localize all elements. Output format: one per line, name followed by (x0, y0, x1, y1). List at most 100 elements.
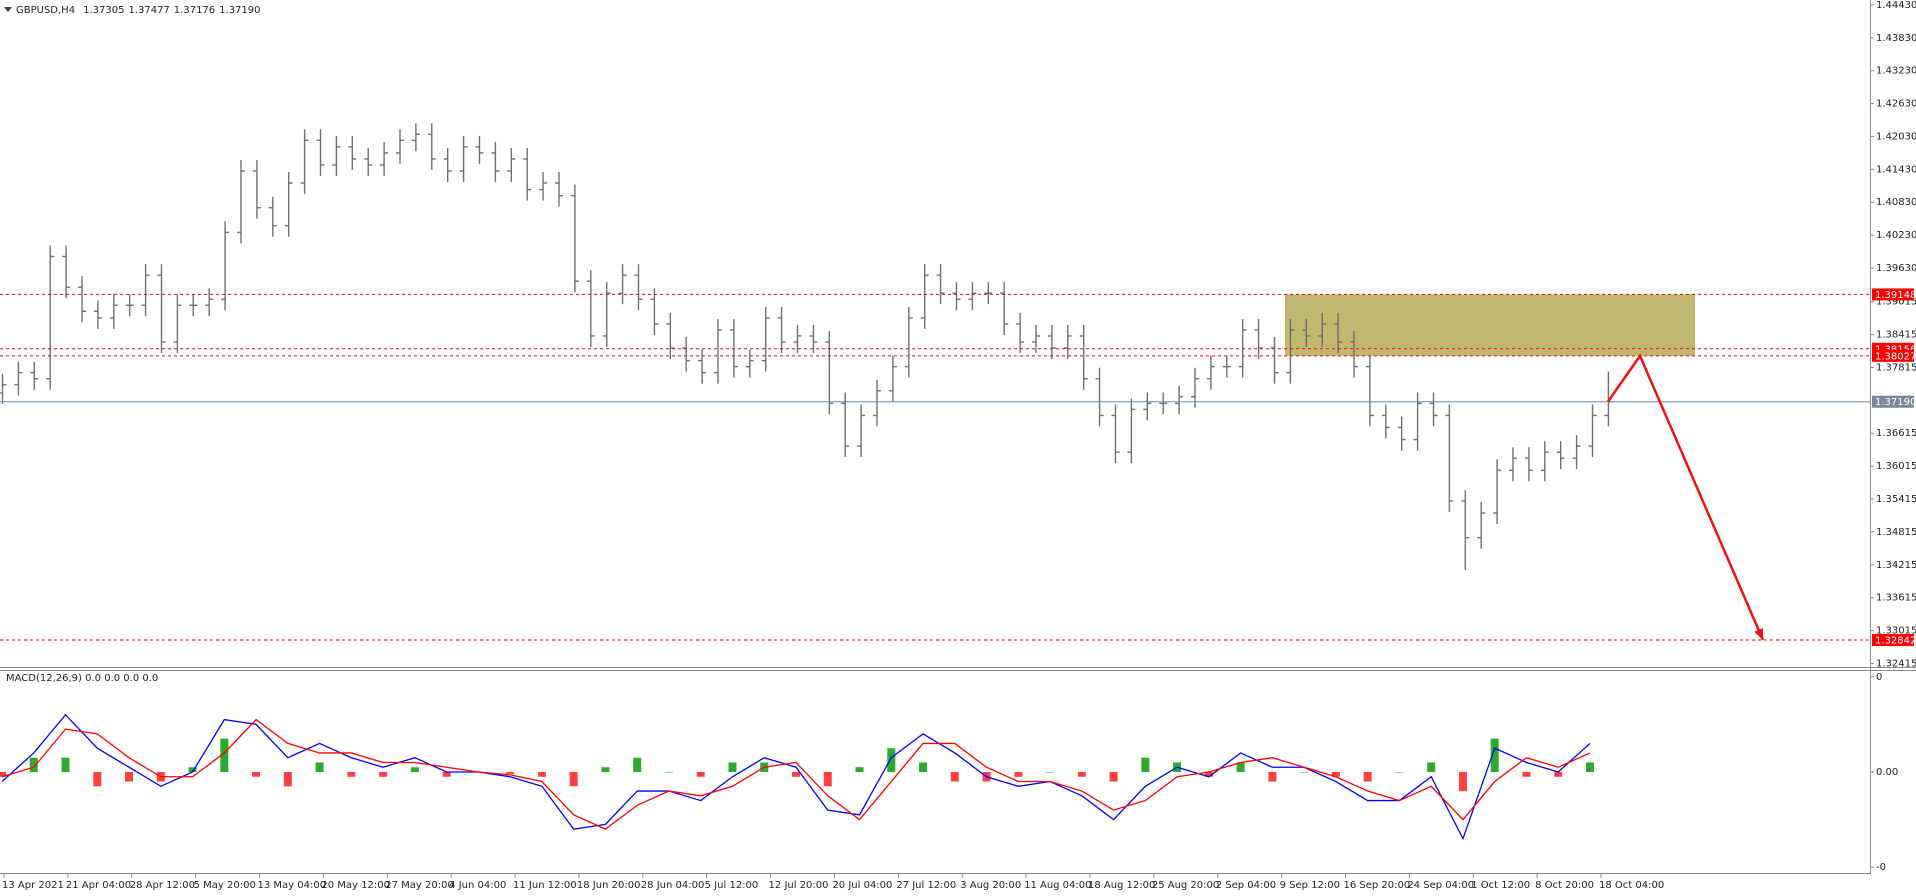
histogram-bar (379, 772, 388, 777)
histogram-bar (1141, 757, 1150, 772)
histogram-bar (1268, 772, 1277, 782)
x-tick-label: 1 Oct 12:00 (1471, 880, 1530, 891)
level-label-box (1872, 634, 1914, 647)
x-tick-label: 20 May 12:00 (321, 880, 390, 891)
histogram-bar (1395, 772, 1404, 773)
histogram-bar (125, 772, 134, 782)
histogram-bar (919, 762, 928, 772)
projection-arrow (1606, 353, 1765, 641)
x-tick-label: 3 Aug 20:00 (960, 880, 1021, 891)
histogram-bar (887, 748, 896, 772)
histogram-bar (1490, 738, 1499, 772)
histogram-bar (1586, 762, 1594, 772)
histogram-bar (792, 772, 800, 777)
histogram-bar (442, 772, 451, 777)
y-tick-label: 1.39630 (1876, 263, 1916, 274)
y-tick-label: 1.38415 (1876, 330, 1916, 341)
histogram-bar (252, 772, 261, 777)
x-tick-label: 4 Jun 04:00 (449, 880, 506, 891)
y-tick-label: 1.43230 (1876, 66, 1916, 77)
y-tick-label: 1.42030 (1876, 131, 1916, 142)
histogram-bar (950, 772, 959, 782)
histogram-bar (93, 772, 102, 787)
level-label-box (1872, 288, 1914, 301)
level-label: 1.38027 (1875, 351, 1916, 362)
level-label-box (1872, 395, 1914, 408)
x-tick-label: 11 Jun 12:00 (513, 880, 577, 891)
supply-zone (1285, 294, 1695, 356)
x-tick-label: 9 Sep 12:00 (1280, 880, 1340, 891)
y-tick-label: 1.41430 (1876, 164, 1916, 175)
histogram-bar (569, 772, 578, 787)
histogram-bar (696, 772, 705, 777)
histogram-bar (220, 738, 229, 772)
y-tick-label: -0 (1876, 862, 1886, 873)
histogram-bar (823, 772, 832, 787)
histogram-bar (633, 757, 642, 772)
x-tick-label: 2 Sep 04:00 (1216, 880, 1276, 891)
histogram-bar (1109, 772, 1118, 782)
histogram-bar (347, 772, 356, 777)
x-tick-label: 13 Apr 2021 (2, 880, 64, 891)
y-tick-label: 1.40830 (1876, 197, 1916, 208)
y-tick-label: 1.39015 (1876, 297, 1916, 308)
y-tick-label: 1.34815 (1876, 527, 1916, 538)
x-tick-label: 28 Apr 12:00 (130, 880, 195, 891)
x-tick-label: 25 Aug 20:00 (1152, 880, 1219, 891)
y-tick-label: 1.36615 (1876, 428, 1916, 439)
y-tick-label: 1.37815 (1876, 362, 1916, 373)
x-tick-label: 16 Sep 20:00 (1343, 880, 1410, 891)
level-label: 1.32842 (1875, 636, 1916, 647)
x-tick-label: 20 Jul 04:00 (832, 880, 892, 891)
histogram-bar (1363, 772, 1372, 782)
y-tick-label: 1.43830 (1876, 33, 1916, 44)
y-tick-label: 1.32415 (1876, 658, 1916, 669)
y-tick-label: 1.33615 (1876, 593, 1916, 604)
macd-line (1, 713, 1591, 841)
histogram-bar (283, 772, 292, 787)
menu-triangle[interactable] (4, 7, 12, 12)
header-low: 1.37176 (174, 5, 215, 16)
histogram-bar (1331, 772, 1340, 777)
histogram-bar (315, 762, 324, 772)
histogram-bar (1300, 772, 1309, 773)
signal-line (1, 718, 1591, 830)
histogram-bar (410, 767, 419, 772)
histogram-bar (29, 757, 38, 772)
header-open: 1.37305 (83, 5, 124, 16)
y-tick-label: 1.44430 (1876, 0, 1916, 11)
histogram-bar (0, 772, 6, 777)
level-label: 1.37190 (1875, 397, 1916, 408)
x-tick-label: 12 Jul 20:00 (769, 880, 829, 891)
histogram-bar (601, 767, 610, 772)
symbol: GBPUSD,H4 (16, 5, 75, 16)
chart-header: GBPUSD,H4 1.37305 1.37477 1.37176 1.37190 (16, 5, 261, 16)
x-tick-label: 27 Jul 12:00 (896, 880, 956, 891)
histogram-bar (537, 772, 546, 777)
x-tick-label: 28 Jun 04:00 (641, 880, 705, 891)
histogram-bar (728, 762, 737, 772)
histogram-bar (664, 772, 673, 773)
y-tick-label: 1.34215 (1876, 560, 1916, 571)
histogram-bar (1204, 772, 1213, 777)
x-tick-label: 18 Oct 04:00 (1599, 880, 1664, 891)
histogram-bar (1077, 772, 1086, 777)
level-label: 1.39148 (1875, 290, 1916, 301)
histogram-bar (506, 772, 515, 774)
x-tick-label: 5 Jul 12:00 (705, 880, 759, 891)
x-tick-label: 27 May 20:00 (385, 880, 454, 891)
histogram-bar (1014, 772, 1023, 777)
x-tick-label: 5 May 20:00 (194, 880, 256, 891)
indicator-title: MACD(12,26,9) 0.0 0.0 0.0 0.0 (6, 673, 158, 684)
header-close: 1.37190 (219, 5, 260, 16)
frame (0, 0, 1916, 874)
x-tick-label: 18 Aug 12:00 (1088, 880, 1155, 891)
histogram-bar (1427, 762, 1436, 772)
histogram-bar (1458, 772, 1467, 792)
y-tick-label: 0 (1876, 672, 1882, 683)
x-tick-label: 18 Jun 20:00 (577, 880, 641, 891)
y-tick-label: 1.33015 (1876, 626, 1916, 637)
histogram-bar (1554, 772, 1563, 777)
header-high: 1.37477 (128, 5, 169, 16)
